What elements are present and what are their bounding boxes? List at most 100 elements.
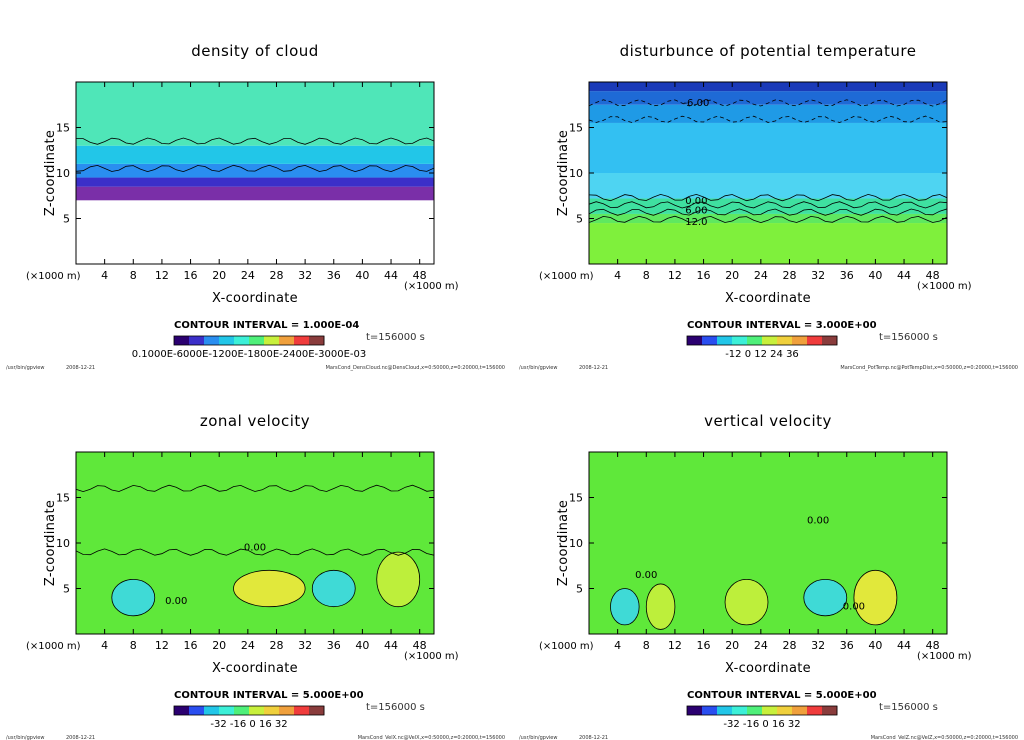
plot-title: vertical velocity <box>704 412 832 430</box>
footer-date: 2008-12-21 <box>66 365 95 371</box>
x-unit-right: (×1000 m) <box>404 281 459 292</box>
colorbar-frame <box>686 705 838 716</box>
time-label: t=156000 s <box>366 332 425 343</box>
contour-line <box>589 201 947 209</box>
colorbar-swatch <box>219 336 235 345</box>
x-tick-label: 48 <box>413 639 427 652</box>
colorbar-swatch <box>174 336 190 345</box>
contour-line <box>589 208 947 216</box>
heat-blob <box>610 588 640 625</box>
heat-band <box>76 177 434 187</box>
heatmap-field: 0.00 0.00 0.00 <box>589 452 947 634</box>
footer-date: 2008-12-21 <box>579 735 608 740</box>
x-tick-label: 44 <box>384 639 398 652</box>
y-tick-label: 15 <box>569 122 583 135</box>
heat-band <box>76 82 434 146</box>
colorbar-swatch <box>732 706 748 715</box>
x-tick-label: 12 <box>155 269 169 282</box>
x-axis-label: X-coordinate <box>725 661 811 676</box>
footer-program: /usr/bin/gpview <box>6 365 44 371</box>
x-tick-label: 20 <box>725 269 739 282</box>
contour-interval: CONTOUR INTERVAL = 1.000E-04 <box>174 320 359 331</box>
colorbar-swatch <box>717 336 733 345</box>
x-tick-label: 28 <box>782 269 796 282</box>
colorbar-swatch <box>204 706 220 715</box>
footer-program: /usr/bin/gpview <box>6 735 44 740</box>
y-tick-label: 15 <box>56 122 70 135</box>
y-tick-label: 5 <box>63 213 70 226</box>
contour-line <box>111 578 156 617</box>
contour-line <box>610 588 640 626</box>
x-tick-label: 36 <box>327 639 341 652</box>
y-axis-label: Z-coordinate <box>43 130 58 216</box>
y-tick-label: 15 <box>569 492 583 505</box>
x-tick-label: 4 <box>101 639 108 652</box>
heat-blob <box>312 570 356 607</box>
x-tick-label: 48 <box>926 269 940 282</box>
heat-blob <box>725 579 769 625</box>
contour-line <box>76 137 434 145</box>
footer-program: /usr/bin/gpview <box>519 365 557 371</box>
contour-interval: CONTOUR INTERVAL = 5.000E+00 <box>687 690 877 701</box>
colorbar-swatch <box>777 336 793 345</box>
colorbar-swatch <box>234 706 250 715</box>
x-unit-left: (×1000 m) <box>539 271 594 282</box>
heat-band <box>589 91 947 105</box>
x-unit-left: (×1000 m) <box>26 641 81 652</box>
contour-label: 0.00 <box>807 515 829 526</box>
x-tick-label: 28 <box>269 269 283 282</box>
colorbar-ticks: 0.1000E-6000E-1200E-1800E-2400E-3000E-03 <box>132 349 367 360</box>
x-tick-label: 8 <box>643 639 650 652</box>
contour-label: 12.0 <box>685 217 707 228</box>
contour-line <box>376 551 421 608</box>
contour-line <box>589 115 947 123</box>
x-tick-label: 48 <box>413 269 427 282</box>
colorbar-swatch <box>807 336 823 345</box>
contour-interval: CONTOUR INTERVAL = 3.000E+00 <box>687 320 877 331</box>
heat-blob <box>803 579 847 616</box>
colorbar-swatch <box>687 336 703 345</box>
colorbar-swatch <box>174 706 190 715</box>
contour-label: 0.00 <box>685 196 707 207</box>
colorbar-swatch <box>309 336 325 345</box>
colorbar-swatch <box>279 706 295 715</box>
time-label: t=156000 s <box>879 702 938 713</box>
colorbar-swatch <box>762 336 778 345</box>
y-tick-label: 10 <box>56 167 70 180</box>
x-tick-label: 28 <box>269 639 283 652</box>
x-tick-label: 12 <box>155 639 169 652</box>
heat-blob <box>233 570 306 607</box>
heat-blob <box>111 579 155 616</box>
colorbar-swatch <box>792 336 808 345</box>
x-tick-label: 16 <box>697 639 711 652</box>
contour-label: 0.00 <box>843 602 865 613</box>
colorbar-swatch <box>249 336 265 345</box>
y-tick-label: 5 <box>576 213 583 226</box>
x-tick-label: 20 <box>212 269 226 282</box>
colorbar-frame <box>173 335 325 346</box>
x-tick-label: 8 <box>643 269 650 282</box>
heat-band <box>589 213 947 224</box>
x-tick-label: 8 <box>130 639 137 652</box>
x-tick-label: 48 <box>926 639 940 652</box>
contour-label: 0.00 <box>165 596 187 607</box>
contour-line <box>724 579 769 626</box>
x-tick-label: 44 <box>384 269 398 282</box>
x-tick-label: 16 <box>184 639 198 652</box>
contour-interval: CONTOUR INTERVAL = 5.000E+00 <box>174 690 364 701</box>
colorbar-swatch <box>264 706 280 715</box>
colorbar-swatch <box>204 336 220 345</box>
colorbar-swatch <box>792 706 808 715</box>
x-unit-right: (×1000 m) <box>917 651 972 662</box>
x-tick-label: 24 <box>754 269 768 282</box>
y-tick-label: 5 <box>576 583 583 596</box>
colorbar-swatch <box>762 706 778 715</box>
x-tick-label: 36 <box>327 269 341 282</box>
x-tick-label: 20 <box>212 639 226 652</box>
x-tick-label: 32 <box>811 269 825 282</box>
x-axis-label: X-coordinate <box>212 661 298 676</box>
heat-band <box>589 122 947 173</box>
colorbar-ticks: -32 -16 0 16 32 <box>210 719 287 730</box>
